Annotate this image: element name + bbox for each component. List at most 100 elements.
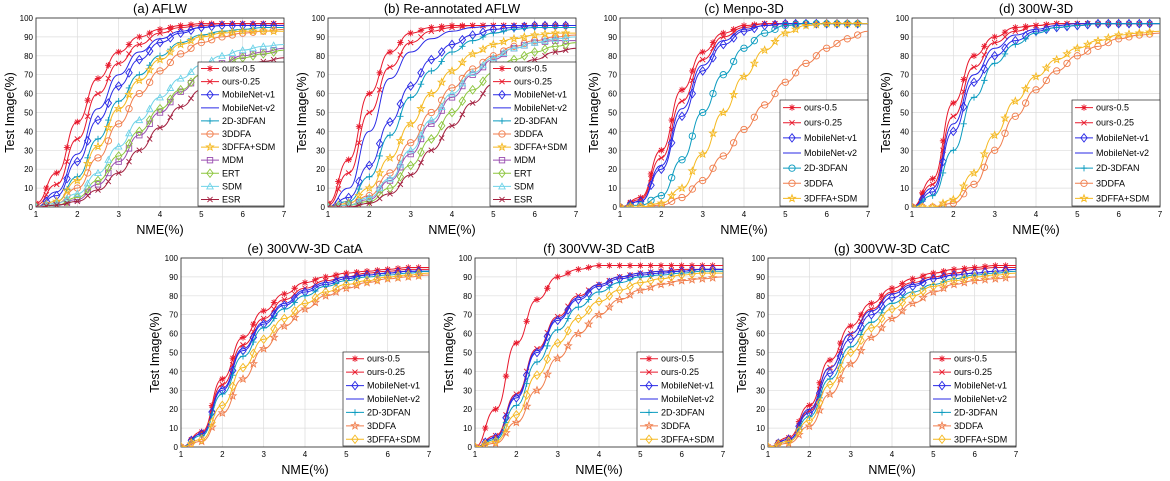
series-3ddfa-point bbox=[781, 78, 789, 86]
legend-ours-0-25-marker bbox=[789, 119, 795, 126]
series-3dffa-sdm-point bbox=[374, 168, 385, 178]
series-ours-0-5-point bbox=[657, 262, 665, 269]
series-2d-3dfan-point bbox=[1136, 20, 1143, 27]
series-3ddfa-point bbox=[854, 31, 862, 39]
x-tick-label: 6 bbox=[240, 210, 245, 219]
legend-3dffa-sdm-label: 3DFFA+SDM bbox=[514, 142, 567, 152]
series-3ddfa-point bbox=[887, 313, 897, 323]
series-3dffa-sdm-point bbox=[646, 200, 656, 207]
series-sdm-point bbox=[396, 160, 405, 168]
series-3dffa-sdm-point bbox=[124, 89, 134, 99]
series-3dffa-sdm-point bbox=[134, 75, 145, 85]
x-tick-label: 3 bbox=[555, 450, 560, 459]
series-3ddfa-point bbox=[511, 417, 522, 427]
x-tick-label: 2 bbox=[659, 210, 664, 219]
x-tick-label: 7 bbox=[427, 450, 432, 459]
x-tick-label: 6 bbox=[972, 450, 977, 459]
series-ours-0-25-point bbox=[961, 268, 968, 275]
series-3dffa-sdm-point bbox=[908, 290, 917, 301]
series-3ddfa-point bbox=[289, 312, 300, 322]
x-tick-label: 7 bbox=[1158, 210, 1163, 219]
series-esr-point bbox=[74, 198, 81, 205]
x-tick-label: 5 bbox=[931, 450, 936, 459]
series-2d-3dfan-point bbox=[595, 288, 603, 296]
chart-title: (a) AFLW bbox=[133, 1, 188, 16]
series-ours-0-5-point bbox=[857, 311, 865, 318]
series-ours-0-5-point bbox=[930, 269, 937, 277]
legend-2d-3dfan-marker bbox=[788, 164, 796, 172]
series-ours-0-25-point bbox=[167, 27, 174, 34]
series-ert-point bbox=[328, 202, 332, 207]
series-ours-0-25-point bbox=[219, 381, 226, 388]
x-tick-label: 3 bbox=[848, 450, 853, 459]
series-2d-3dfan-point bbox=[575, 303, 582, 311]
series-ours-0-5-point bbox=[533, 296, 541, 303]
series-3ddfa-point bbox=[531, 37, 539, 45]
legend-ours-0-25-marker bbox=[207, 78, 213, 85]
series-ours-0-25-point bbox=[950, 113, 957, 120]
y-tick-label: 70 bbox=[169, 311, 178, 320]
y-tick-label: 30 bbox=[756, 386, 765, 395]
legend-mobilenet-v2-label: MobileNet-v2 bbox=[804, 148, 857, 158]
series-3dffa-sdm-point bbox=[625, 202, 636, 207]
legend-ours-0-5-marker bbox=[938, 355, 946, 362]
series-3dffa-sdm-point bbox=[208, 417, 216, 428]
series-3ddfa-point bbox=[740, 125, 748, 134]
series-esr-point bbox=[84, 192, 91, 199]
series-3ddfa-point bbox=[794, 429, 804, 439]
series-3ddfa-point bbox=[249, 28, 257, 36]
series-3dffa-sdm-point bbox=[708, 128, 718, 138]
series-ours-0-25-point bbox=[335, 186, 342, 192]
series-ours-0-5-point bbox=[554, 273, 561, 281]
legend: ours-0.5 ours-0.25 MobileNet-v1 MobileNet-v… bbox=[489, 61, 577, 207]
series-2d-3dfan-point bbox=[1022, 35, 1029, 42]
series-ours-0-5-point bbox=[63, 144, 71, 151]
series-3ddfa-point bbox=[625, 289, 635, 299]
series-3dffa-sdm-point bbox=[1134, 28, 1145, 38]
series-ours-0-5-point bbox=[658, 147, 665, 154]
series-3ddfa-point bbox=[458, 74, 466, 83]
series-ours-0-25-point bbox=[699, 56, 706, 63]
y-tick-label: 60 bbox=[169, 330, 178, 339]
series-ours-0-25-point bbox=[878, 297, 885, 304]
series-2d-3dfan-point bbox=[919, 285, 927, 292]
series-ours-0-5-point bbox=[585, 264, 592, 271]
series-3ddfa-point bbox=[217, 408, 228, 418]
series-esr-point bbox=[387, 190, 393, 197]
legend-sdm-marker bbox=[498, 182, 506, 190]
series-3dffa-sdm-point bbox=[790, 24, 801, 34]
series-3dffa-sdm-point bbox=[939, 278, 948, 289]
series-mdm-point bbox=[105, 169, 112, 177]
series-ours-0-5-point bbox=[720, 29, 727, 37]
x-tick-label: 3 bbox=[992, 210, 997, 219]
y-tick-label: 80 bbox=[756, 292, 765, 301]
series-esr-point bbox=[407, 171, 414, 178]
series-ert-point bbox=[187, 77, 195, 88]
y-tick-label: 90 bbox=[316, 33, 325, 42]
series-esr-point bbox=[562, 47, 569, 54]
series-3dffa-sdm-point bbox=[784, 436, 793, 447]
series-esr-point bbox=[356, 202, 362, 207]
series-2d-3dfan-point bbox=[531, 24, 538, 31]
series-mobilenet-v1-point bbox=[543, 331, 552, 342]
series-ert-point bbox=[249, 50, 257, 61]
series-ert-point bbox=[551, 41, 560, 52]
series-3dffa-sdm-point bbox=[1124, 29, 1134, 39]
series-ours-0-5-point bbox=[1022, 23, 1029, 30]
x-tick-label: 6 bbox=[532, 210, 537, 219]
legend-3dffa-sdm-label: 3DFFA+SDM bbox=[954, 434, 1007, 444]
x-tick-label: 5 bbox=[491, 210, 496, 219]
series-mobilenet-v1-point bbox=[104, 98, 113, 108]
series-ours-0-5-point bbox=[960, 76, 967, 83]
series-3ddfa-point bbox=[980, 163, 988, 171]
y-tick-label: 100 bbox=[604, 14, 618, 23]
series-ours-0-5-point bbox=[335, 178, 342, 185]
series-sdm-point bbox=[510, 44, 518, 52]
series-sdm-point bbox=[218, 51, 226, 59]
series-3ddfa-point bbox=[563, 340, 573, 350]
series-mdm-point bbox=[125, 145, 133, 152]
series-2d-3dfan-point bbox=[1094, 20, 1102, 27]
series-mobilenet-v1-point bbox=[719, 39, 728, 50]
legend: ours-0.5 ours-0.25 MobileNet-v1 MobileNet-v… bbox=[342, 351, 430, 447]
